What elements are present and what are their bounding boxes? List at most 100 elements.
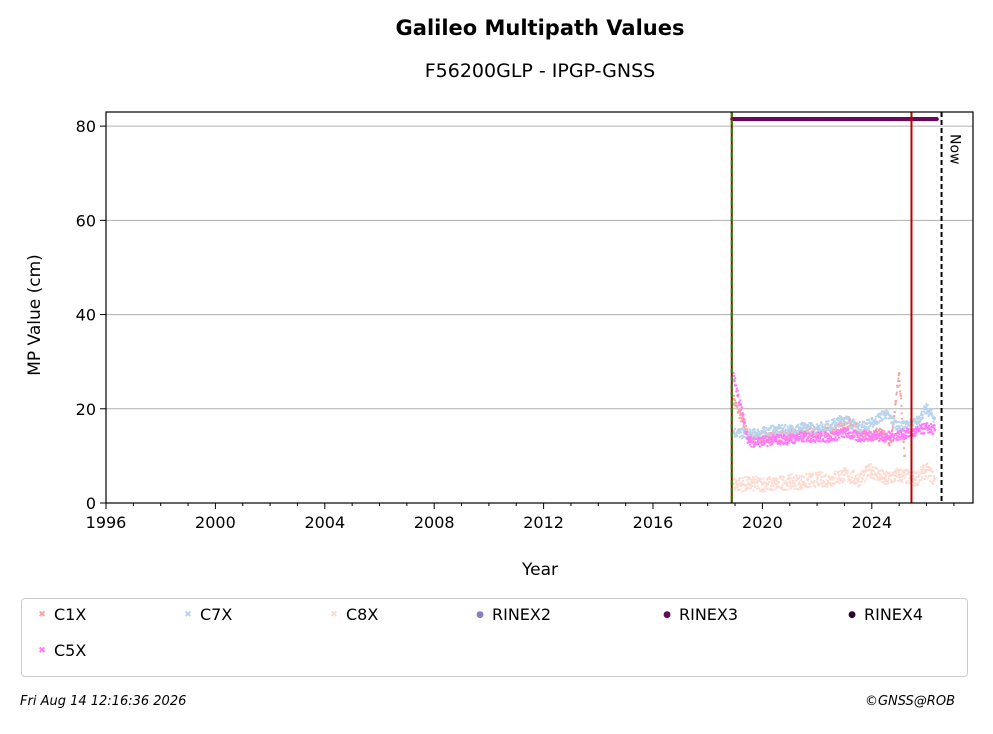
data-point bbox=[828, 435, 831, 438]
data-point bbox=[813, 426, 816, 429]
data-point bbox=[868, 463, 871, 466]
data-point bbox=[763, 431, 766, 434]
data-point bbox=[867, 434, 870, 437]
data-point bbox=[757, 430, 760, 433]
data-point bbox=[899, 390, 902, 393]
data-point bbox=[802, 476, 805, 479]
data-point bbox=[789, 434, 792, 437]
data-point bbox=[741, 476, 744, 479]
data-point bbox=[840, 430, 843, 433]
data-point bbox=[781, 423, 784, 426]
data-point bbox=[778, 427, 781, 430]
data-point bbox=[740, 406, 743, 409]
data-point bbox=[889, 478, 892, 481]
data-point bbox=[897, 469, 900, 472]
data-point bbox=[928, 466, 931, 469]
data-point bbox=[770, 440, 773, 443]
data-point bbox=[754, 484, 757, 487]
data-point bbox=[795, 432, 798, 435]
data-point bbox=[840, 416, 843, 419]
data-point bbox=[906, 431, 909, 434]
data-point bbox=[733, 431, 736, 434]
data-point bbox=[887, 480, 890, 483]
data-point bbox=[860, 432, 863, 435]
data-point bbox=[864, 426, 867, 429]
data-point bbox=[857, 479, 860, 482]
data-point bbox=[750, 487, 753, 490]
data-point bbox=[933, 424, 936, 427]
data-point bbox=[900, 424, 903, 427]
data-point bbox=[800, 430, 803, 433]
data-point bbox=[924, 470, 927, 473]
data-point bbox=[892, 435, 895, 438]
data-point bbox=[900, 397, 903, 400]
data-point bbox=[924, 463, 927, 466]
data-point bbox=[852, 425, 855, 428]
data-point bbox=[772, 431, 775, 434]
data-point bbox=[835, 424, 838, 427]
data-point bbox=[756, 431, 759, 434]
data-point bbox=[765, 481, 768, 484]
data-point bbox=[881, 478, 884, 481]
data-point bbox=[894, 402, 897, 405]
data-point bbox=[814, 486, 817, 489]
data-point bbox=[874, 433, 877, 436]
data-point bbox=[756, 440, 759, 443]
data-point bbox=[895, 393, 898, 396]
data-point bbox=[861, 469, 864, 472]
data-point bbox=[810, 439, 813, 442]
data-point bbox=[890, 439, 893, 442]
data-point bbox=[749, 436, 752, 439]
data-point bbox=[813, 479, 816, 482]
data-point bbox=[779, 486, 782, 489]
data-point bbox=[770, 484, 773, 487]
data-point bbox=[779, 439, 782, 442]
data-point bbox=[832, 426, 835, 429]
data-point bbox=[742, 428, 745, 431]
chart-title: Galileo Multipath Values bbox=[395, 16, 685, 40]
data-point bbox=[763, 435, 766, 438]
data-point bbox=[881, 418, 884, 421]
data-point bbox=[754, 478, 757, 481]
data-point bbox=[807, 473, 810, 476]
data-point bbox=[893, 415, 896, 418]
data-point bbox=[783, 434, 786, 437]
data-point bbox=[875, 467, 878, 470]
data-point bbox=[843, 423, 846, 426]
data-point bbox=[860, 434, 863, 437]
data-point bbox=[894, 469, 897, 472]
data-point bbox=[851, 434, 854, 437]
data-point bbox=[860, 430, 863, 433]
legend-label: RINEX4 bbox=[864, 605, 924, 624]
data-point bbox=[838, 436, 841, 439]
data-point bbox=[917, 481, 920, 484]
data-point bbox=[930, 412, 933, 415]
data-point bbox=[761, 432, 764, 435]
data-point bbox=[869, 431, 872, 434]
data-point bbox=[744, 436, 747, 439]
data-point bbox=[900, 404, 903, 407]
data-point bbox=[778, 434, 781, 437]
data-point bbox=[840, 479, 843, 482]
data-point bbox=[927, 426, 930, 429]
data-point bbox=[804, 427, 807, 430]
data-point bbox=[752, 431, 755, 434]
data-point bbox=[799, 434, 802, 437]
data-point bbox=[741, 413, 744, 416]
data-point bbox=[809, 485, 812, 488]
data-point bbox=[805, 473, 808, 476]
data-point bbox=[801, 429, 804, 432]
data-point bbox=[816, 427, 819, 430]
data-point bbox=[929, 430, 932, 433]
data-point bbox=[852, 469, 855, 472]
data-point bbox=[762, 427, 765, 430]
data-point bbox=[786, 485, 789, 488]
data-point bbox=[816, 423, 819, 426]
data-point bbox=[825, 433, 828, 436]
data-point bbox=[840, 420, 843, 423]
data-point bbox=[775, 440, 778, 443]
data-point bbox=[744, 428, 747, 431]
data-point bbox=[892, 473, 895, 476]
data-point bbox=[828, 440, 831, 443]
data-point bbox=[900, 433, 903, 436]
